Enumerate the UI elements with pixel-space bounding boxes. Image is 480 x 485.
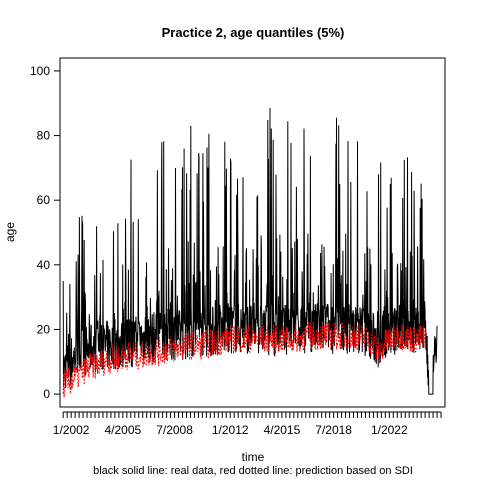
x-tick-label: 7/2008 bbox=[156, 423, 193, 437]
axes: 0 20 40 60 80 100 1/2002 4/2005 7/2008 1/2012 4/20… bbox=[30, 64, 442, 437]
y-tick-label: 0 bbox=[43, 387, 50, 401]
y-tick-label: 100 bbox=[30, 64, 50, 78]
plot-area bbox=[62, 107, 438, 398]
y-tick-label: 60 bbox=[37, 193, 51, 207]
x-tick-label: 4/2005 bbox=[104, 423, 141, 437]
y-tick-label: 80 bbox=[37, 129, 51, 143]
x-tick-label: 1/2012 bbox=[212, 423, 249, 437]
x-tick-label: 1/2022 bbox=[371, 423, 408, 437]
x-tick-label: 4/2015 bbox=[264, 423, 301, 437]
x-tick-label: 7/2018 bbox=[315, 423, 352, 437]
y-tick-label: 20 bbox=[37, 322, 51, 336]
y-tick-label: 40 bbox=[37, 258, 51, 272]
chart-caption: black solid line: real data, red dotted … bbox=[93, 465, 413, 477]
x-axis-label: time bbox=[242, 450, 265, 464]
y-axis-label: age bbox=[3, 222, 17, 242]
series-prediction-line bbox=[62, 321, 427, 398]
chart-title: Practice 2, age quantiles (5%) bbox=[162, 25, 345, 40]
x-tick-label: 1/2002 bbox=[53, 423, 90, 437]
